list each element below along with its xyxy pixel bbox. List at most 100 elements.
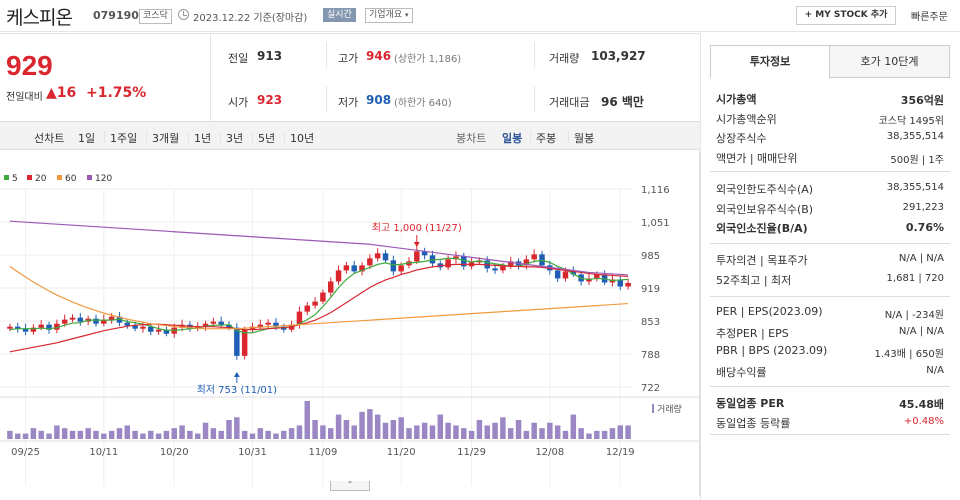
quick-order-link[interactable]: 빠른주문 [911, 12, 948, 23]
candle-body [312, 301, 318, 306]
volume-bar [398, 417, 404, 439]
info-label-1-2: 상장주식수 [716, 132, 767, 145]
volume-bar [54, 425, 60, 439]
volume-bar [257, 428, 264, 439]
info-value-1-2: 38,355,514 [886, 131, 944, 142]
candle-body [492, 268, 498, 271]
info-label-2-1: 외국인보유주식수(B) [716, 202, 814, 216]
candle-body [14, 326, 21, 329]
candle-body [61, 319, 68, 324]
my-stock-add-button[interactable]: + MY STOCK 추가 [796, 6, 896, 25]
divider [284, 131, 285, 143]
range-6[interactable]: 5년 [258, 132, 276, 145]
candle-body [374, 253, 381, 259]
candle-body [594, 274, 600, 279]
candle-body [108, 316, 115, 320]
range-3[interactable]: 3개월 [152, 132, 180, 145]
volume-bar [374, 414, 381, 439]
volume-bar [140, 433, 146, 439]
volume-bar [445, 422, 451, 439]
volume-bar [187, 430, 193, 439]
ma-line-ma120 [9, 220, 629, 276]
divider [710, 171, 950, 172]
high-value: 946 [366, 49, 392, 63]
candle-body [351, 265, 357, 272]
candle-body [148, 326, 154, 332]
candle-body [562, 271, 569, 279]
stock-code: 079190 [93, 9, 139, 22]
x-tick-label: 10/31 [238, 447, 267, 458]
volume-bar [234, 417, 240, 439]
info-value-5-1: +0.48% [903, 415, 944, 427]
open-value: 923 [257, 93, 283, 107]
volume-bar [7, 430, 13, 439]
volume-bar [484, 425, 490, 439]
range-1[interactable]: 1일 [78, 132, 96, 145]
tab-invest-info[interactable]: 투자정보 [710, 45, 830, 78]
volume-bar [367, 409, 373, 439]
x-tick-label: 11/20 [387, 447, 416, 458]
range-5[interactable]: 3년 [226, 132, 244, 145]
high-label: 고가 [338, 52, 359, 65]
candle-body [421, 251, 428, 256]
candle-body [359, 265, 365, 272]
chart-range-bar [0, 121, 700, 150]
volume-bar [320, 425, 326, 439]
volume-bar [38, 430, 44, 439]
candle-body [257, 324, 264, 327]
info-label-2-0: 외국인한도주식수(A) [716, 183, 814, 196]
legend-swatch-volume [652, 404, 654, 413]
range-2[interactable]: 1주일 [110, 132, 138, 145]
info-value-4-0: N/A | -234원 [884, 310, 944, 321]
realtime-button[interactable]: 실시간 [323, 8, 356, 22]
candle-body [327, 281, 334, 293]
candle-body [296, 311, 303, 325]
volume-bar [249, 433, 256, 439]
high-limit: (상한가 1,186) [394, 54, 462, 65]
range-7[interactable]: 10년 [290, 132, 315, 145]
candle-body [163, 329, 170, 334]
expand-handle[interactable]: ⌃ [330, 481, 370, 491]
candle-body [335, 270, 342, 282]
legend-label-ma5: 5 [12, 174, 18, 184]
candle-body [22, 328, 29, 332]
volume-bar [226, 420, 232, 439]
ma-line-ma20 [9, 263, 629, 353]
x-tick-label: 09/25 [11, 447, 40, 458]
divider [146, 131, 147, 143]
info-value-1-3: 500원 | 1주 [890, 154, 944, 166]
tab-orderbook[interactable]: 호가 10단계 [829, 45, 950, 78]
volume-bar [281, 430, 287, 439]
volume-bar [116, 428, 123, 439]
volume-bar [453, 425, 459, 439]
candle-1[interactable]: 일봉 [502, 132, 523, 145]
volume-bar [421, 422, 428, 439]
annotation-low: 최저 753 (11/01) [197, 384, 278, 396]
range-4[interactable]: 1년 [194, 132, 212, 145]
info-value-2-2: 0.76% [905, 221, 944, 234]
volume-bar [429, 425, 436, 439]
volume-bar [570, 414, 577, 439]
stock-header [0, 0, 960, 32]
divider [710, 434, 950, 435]
volume-bar [46, 433, 52, 439]
volume-bar [30, 428, 37, 439]
candle-body [218, 321, 224, 325]
divider [710, 243, 950, 244]
volume-bar [617, 425, 624, 439]
candle-body [265, 322, 271, 325]
candle-body [343, 265, 350, 271]
candle-2[interactable]: 주봉 [536, 132, 557, 145]
volume-bar [148, 430, 154, 439]
legend-label-ma20: 20 [35, 174, 47, 184]
low-label: 저가 [338, 96, 359, 109]
x-tick-label: 12/08 [535, 447, 564, 458]
company-info-button[interactable]: 기업개요 ▾ [365, 8, 413, 23]
y-tick-label: 1,051 [641, 218, 670, 229]
volume-bar [500, 417, 506, 439]
volume-bar [312, 420, 318, 439]
candle-body [226, 324, 232, 328]
candle-3[interactable]: 월봉 [574, 132, 595, 145]
candle-body [7, 326, 13, 329]
candle-body [390, 260, 397, 272]
